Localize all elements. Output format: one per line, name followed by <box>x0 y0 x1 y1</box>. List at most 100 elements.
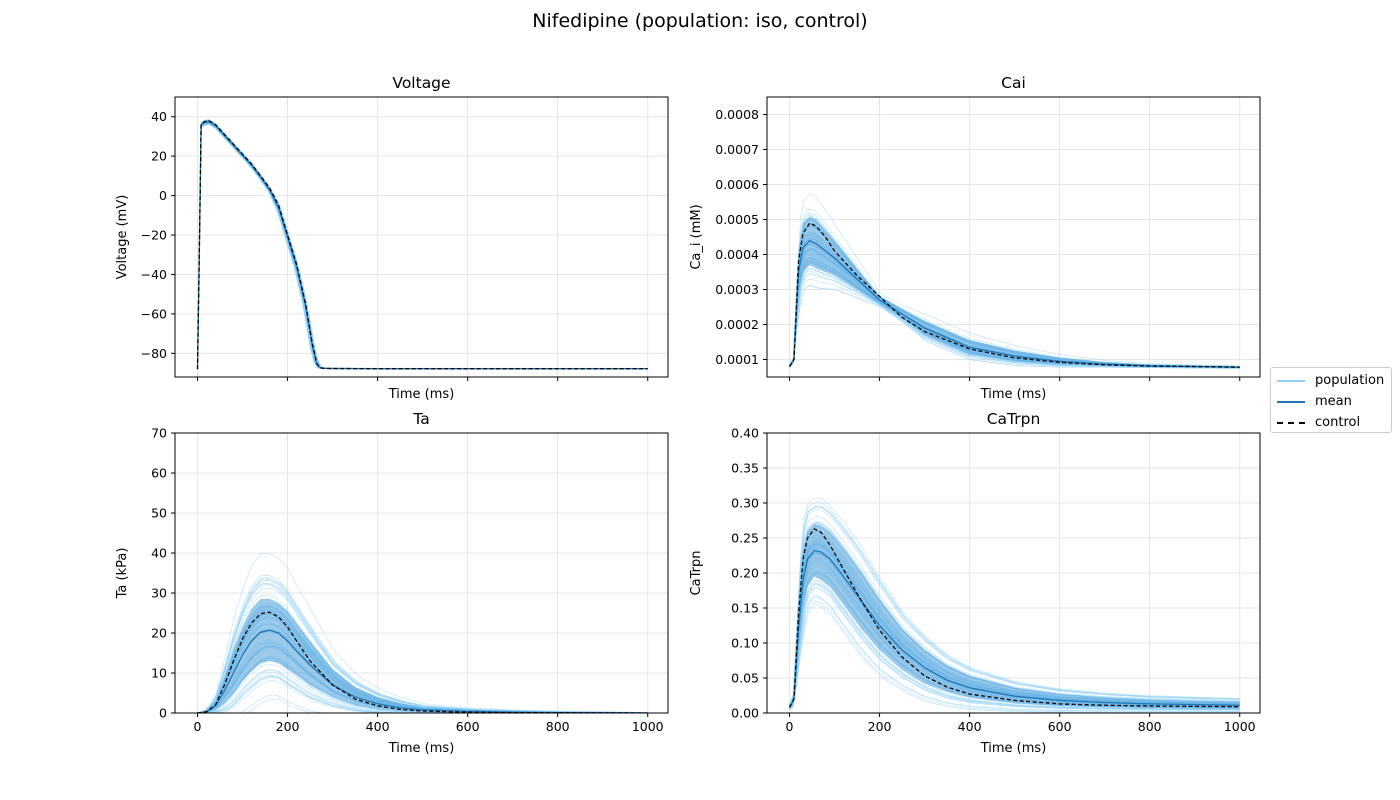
population-trace <box>789 219 1240 367</box>
population-trace <box>197 121 648 370</box>
subplot-title: Voltage <box>392 74 450 92</box>
y-tick-label: 0 <box>159 706 167 721</box>
y-tick-label: 20 <box>151 626 167 641</box>
y-tick-label: 10 <box>151 666 167 681</box>
population-trace <box>197 122 648 370</box>
population-trace <box>197 694 327 713</box>
plot-area <box>788 497 1240 713</box>
subplot-cai: 0.0001 0.0002 0.0003 0.0004 0.0005 0.0006 0.00… <box>689 74 1261 402</box>
y-tick-label: 0.00 <box>731 706 759 721</box>
x-tick-label: 600 <box>456 719 480 734</box>
population-trace <box>789 234 1240 368</box>
y-tick-label: 0.0008 <box>715 107 759 122</box>
y-tick-label: 0.10 <box>731 636 759 651</box>
population-trace <box>197 121 648 370</box>
subplot-voltage: −80 −60 −40 −20 0 20 40 Voltage Time (ms) Voltage… <box>115 74 669 402</box>
plot-area <box>196 118 648 371</box>
population-trace <box>197 675 648 713</box>
x-tick-label: 1000 <box>632 719 664 734</box>
population-trace <box>789 600 1240 713</box>
y-tick-label: 60 <box>151 466 167 481</box>
x-tick-label: 400 <box>366 719 390 734</box>
x-tick-label: 0 <box>194 719 202 734</box>
population-trace <box>197 122 648 370</box>
legend-item-control: control <box>1271 412 1391 433</box>
population-trace <box>197 698 311 713</box>
population-trace <box>197 122 648 370</box>
legend-swatch-control <box>1277 421 1305 424</box>
control-line <box>196 120 648 370</box>
y-axis-label: CaTrpn <box>689 551 704 596</box>
population-trace <box>197 123 648 371</box>
x-tick-label: 200 <box>868 719 892 734</box>
population-trace <box>197 121 648 370</box>
y-tick-label: 40 <box>151 109 167 124</box>
y-tick-label: 0.0004 <box>715 247 759 262</box>
population-trace <box>197 552 648 713</box>
subplot-title: Cai <box>1001 74 1026 92</box>
population-trace <box>197 122 648 370</box>
population-trace <box>197 120 648 370</box>
population-trace <box>197 121 648 370</box>
population-trace <box>789 506 1240 706</box>
y-tick-label: 0.25 <box>731 531 759 546</box>
y-tick-label: 0 <box>159 188 167 203</box>
population-trace <box>197 121 648 370</box>
legend-swatch-population <box>1277 379 1305 382</box>
population-trace <box>197 583 648 713</box>
y-axis-label: Ta (kPa) <box>115 548 130 600</box>
y-tick-label: 0.0002 <box>715 317 759 332</box>
population-trace <box>197 120 648 369</box>
population-trace <box>789 219 1240 367</box>
population-trace <box>789 516 1240 706</box>
mean-line <box>788 239 1240 368</box>
sd-band <box>197 119 648 371</box>
population-trace <box>197 120 648 369</box>
population-trace <box>197 121 648 370</box>
population-trace <box>789 501 1240 705</box>
population-trace <box>789 249 1240 368</box>
x-tick-label: 0 <box>786 719 794 734</box>
population-trace <box>789 237 1240 368</box>
population-trace <box>197 119 648 369</box>
y-tick-label: 0.0001 <box>715 352 759 367</box>
y-axis-label: Ca_i (mM) <box>689 204 704 269</box>
x-axis-label: Time (ms) <box>388 741 455 756</box>
population-trace <box>197 121 648 370</box>
population-trace <box>789 244 1240 368</box>
population-trace <box>197 124 648 371</box>
legend: population mean control <box>1270 367 1392 433</box>
y-tick-label: 0.0005 <box>715 212 759 227</box>
y-tick-label: 0.35 <box>731 461 759 476</box>
population-trace <box>789 231 1240 368</box>
axes-frame <box>174 96 669 378</box>
population-trace <box>197 123 648 371</box>
population-trace <box>197 674 648 713</box>
plot-area <box>197 552 648 713</box>
population-trace <box>197 120 648 369</box>
population-trace <box>789 233 1240 368</box>
population-trace <box>789 241 1240 368</box>
control-line <box>197 611 648 713</box>
x-axis-label: Time (ms) <box>980 741 1047 756</box>
sd-band <box>789 524 1240 709</box>
population-trace <box>789 243 1240 368</box>
y-tick-label: 0.0006 <box>715 177 759 192</box>
y-tick-label: 0.30 <box>731 496 759 511</box>
subplot-catrpn: 0 200 400 600 800 1000 0.00 0.05 0.10 0.15 0.20 0.2… <box>689 410 1261 756</box>
population-trace <box>197 120 648 369</box>
y-tick-label: 0.0003 <box>715 282 759 297</box>
population-trace <box>789 243 1240 368</box>
population-trace <box>789 249 1240 368</box>
population-trace <box>789 582 1240 710</box>
x-tick-label: 1000 <box>1224 719 1256 734</box>
sd-band <box>197 599 648 713</box>
population-trace <box>197 120 648 369</box>
population-trace <box>789 194 1240 367</box>
population-trace <box>197 712 200 713</box>
axes-frame <box>174 432 669 714</box>
y-axis-label: Voltage (mV) <box>115 195 130 280</box>
x-axis-label: Time (ms) <box>388 387 455 402</box>
y-tick-label: 0.40 <box>731 426 759 441</box>
y-tick-label: 50 <box>151 506 167 521</box>
